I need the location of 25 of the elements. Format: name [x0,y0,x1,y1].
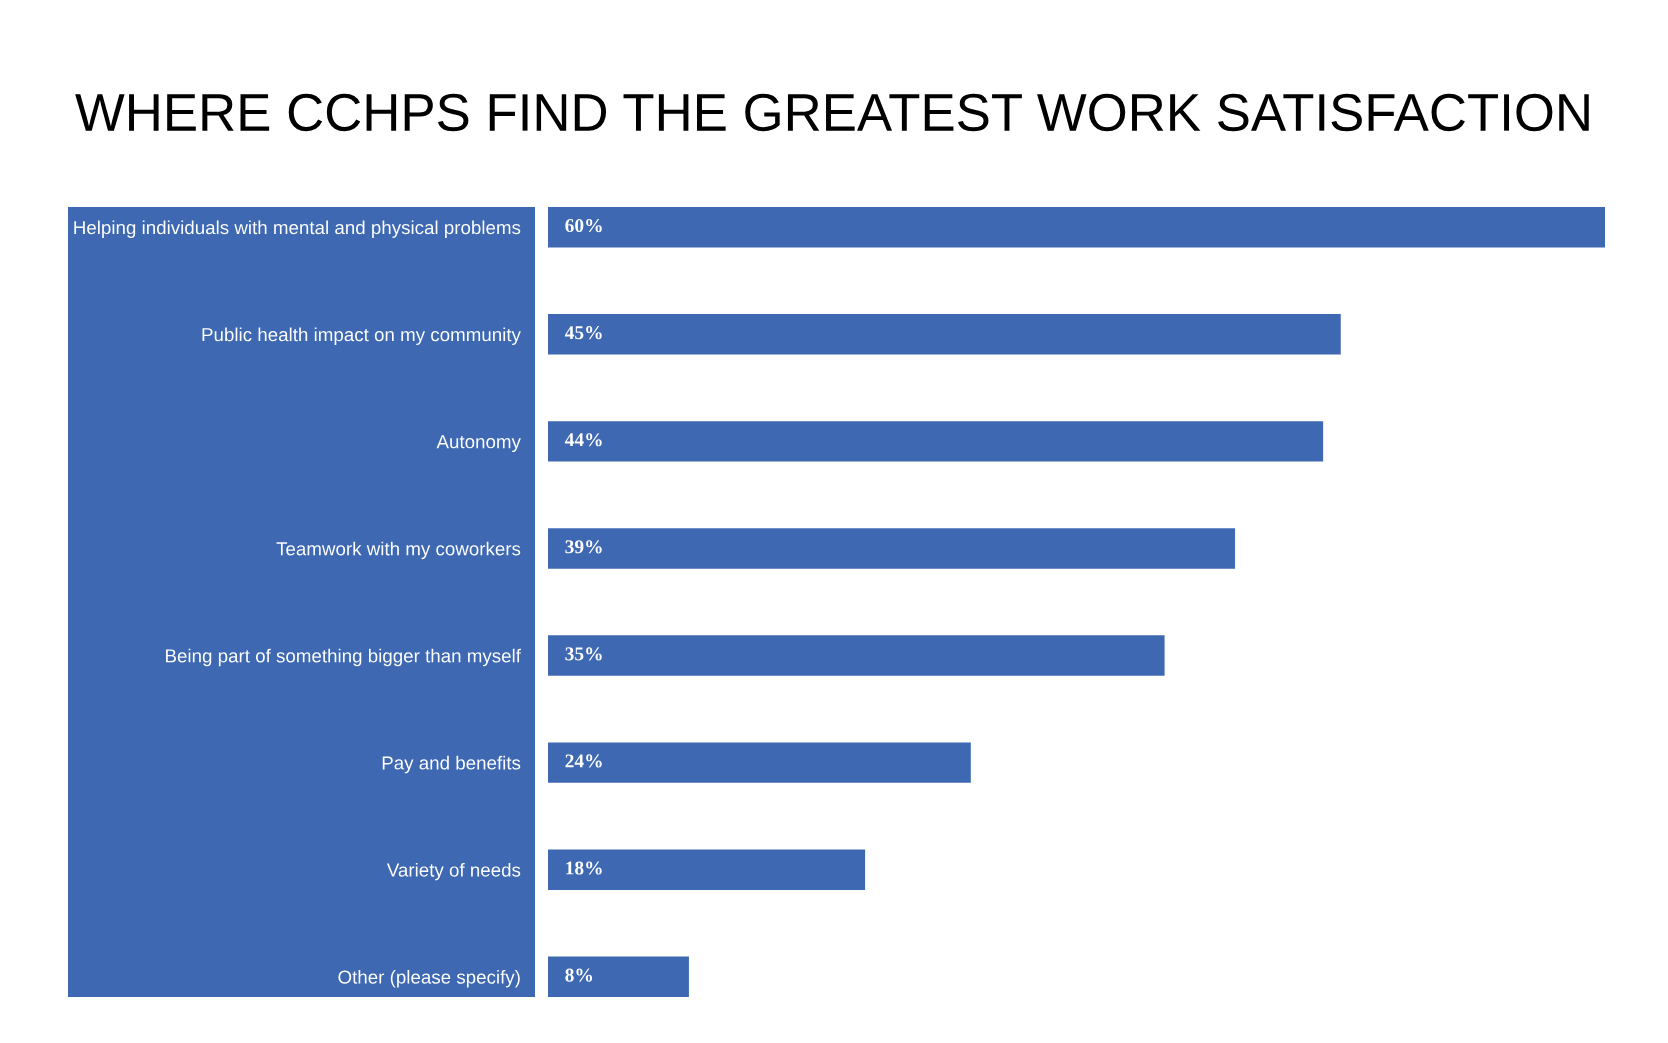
bar [548,314,1341,355]
data-label: 8% [565,968,593,982]
y-tick-label: Autonomy [436,435,521,453]
data-label: 35% [565,647,602,661]
y-tick-label: Helping individuals with mental and physical problems [74,220,521,238]
y-tick-label: Pay and benefits [382,755,521,774]
chart-title: WHERE CCHPS FIND THE GREATEST WORK SATISFACTION [75,93,1589,132]
data-label: 44% [564,433,602,447]
y-tick-label: Being part of something bigger than myself [166,648,521,667]
bar [548,635,1165,676]
bar [548,421,1324,462]
data-label: 45% [564,326,602,340]
data-label: 60% [565,218,602,233]
y-tick-label: Variety of needs [386,862,521,881]
bar [548,742,971,783]
bar [548,849,866,890]
bar [548,528,1236,569]
data-label: 39% [565,540,602,554]
bar [548,207,1605,248]
y-tick-label: Public health impact on my community [202,327,521,345]
bar [548,956,689,997]
data-label: 24% [565,754,602,768]
y-tick-label: Other (please specify) [338,969,520,988]
y-tick-label: Teamwork with my coworkers [276,541,521,560]
data-label: 18% [566,861,602,875]
